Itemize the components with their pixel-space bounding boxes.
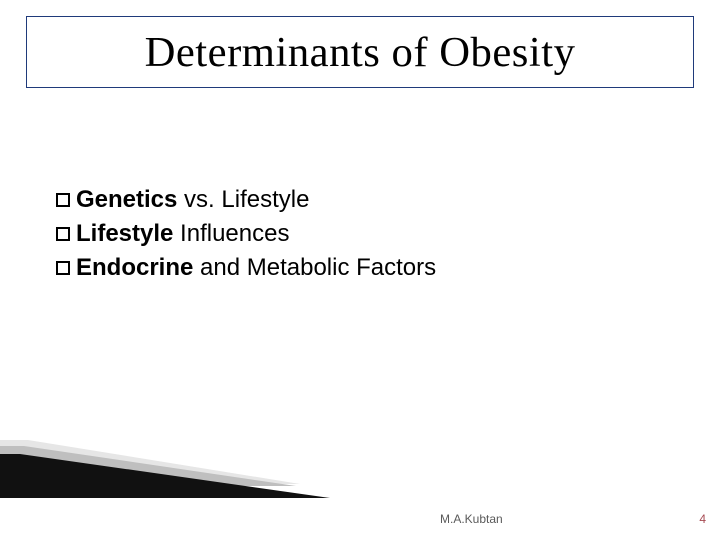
bullet-box-icon [56, 261, 70, 275]
bullet-box-icon [56, 227, 70, 241]
list-item: Lifestyle Influences [56, 220, 436, 248]
footer-author: M.A.Kubtan [440, 512, 503, 526]
corner-decoration [0, 440, 330, 498]
bullet-text: Endocrine and Metabolic Factors [76, 254, 436, 282]
bullet-list: Genetics vs. Lifestyle Lifestyle Influen… [56, 186, 436, 288]
bullet-box-icon [56, 193, 70, 207]
list-item: Genetics vs. Lifestyle [56, 186, 436, 214]
bullet-text: Genetics vs. Lifestyle [76, 186, 309, 214]
footer-page-number: 4 [699, 512, 706, 526]
title-container: Determinants of Obesity [26, 16, 694, 88]
bullet-text: Lifestyle Influences [76, 220, 289, 248]
slide-title: Determinants of Obesity [145, 28, 576, 77]
wedge-dark [0, 454, 330, 498]
list-item: Endocrine and Metabolic Factors [56, 254, 436, 282]
